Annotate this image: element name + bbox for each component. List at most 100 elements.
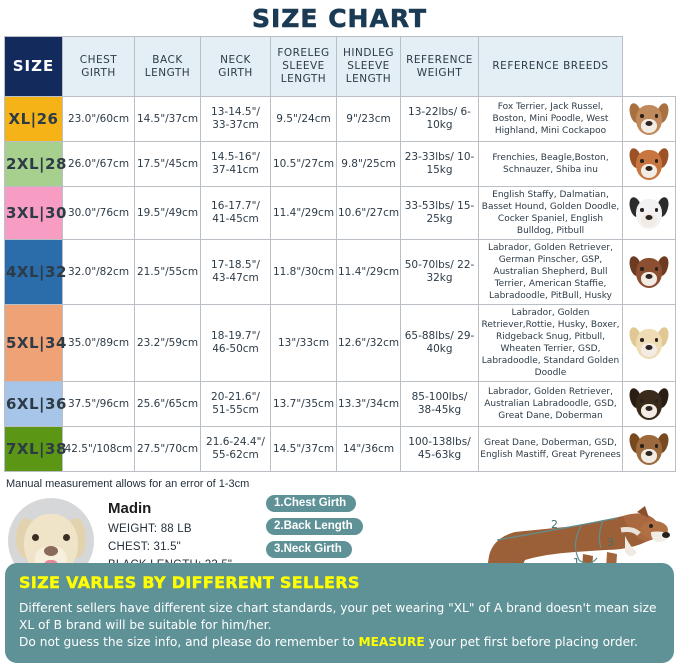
pet-weight: WEIGHT: 88 LB (108, 523, 192, 535)
header-size: SIZE (4, 36, 63, 97)
back-length-cell: 23.2"/59cm (134, 304, 201, 382)
back-length-cell: 17.5"/45cm (134, 141, 201, 187)
header-breed-image (622, 36, 676, 97)
table-row: 3XL|30 30.0"/76cm 19.5"/49cm 16-17.7"/ 41-4… (4, 186, 676, 240)
neck-girth-cell: 16-17.7"/ 41-45cm (200, 186, 271, 240)
dalmatian-icon (627, 193, 671, 233)
reference-breeds-cell: English Staffy, Dalmatian, Basset Hound,… (478, 186, 623, 240)
banner-line-1: Different sellers have different size ch… (19, 601, 657, 615)
legend-pill-3: 3.Neck Girth (266, 541, 352, 558)
hindleg-sleeve-cell: 12.6"/32cm (336, 304, 401, 382)
size-cell: 6XL|36 (4, 381, 66, 427)
avatar-eye-right-icon (63, 534, 70, 541)
banner-line-2: XL of B brand will be suitable for him/h… (19, 618, 272, 632)
neck-girth-cell: 21.6-24.4"/ 55-62cm (200, 426, 271, 472)
reference-weight-cell: 23-33lbs/ 10-15kg (400, 141, 479, 187)
chest-girth-cell: 37.5"/96cm (62, 381, 135, 427)
avatar-eye-left-icon (32, 534, 39, 541)
foreleg-sleeve-cell: 10.5"/27cm (270, 141, 337, 187)
reference-breeds-cell: Labrador, Golden Retriever,Rottie, Husky… (478, 304, 623, 382)
reference-weight-cell: 100-138lbs/ 45-63kg (400, 426, 479, 472)
neck-girth-cell: 18-19.7"/ 46-50cm (200, 304, 271, 382)
great-dane-icon (627, 429, 671, 469)
reference-breeds-cell: Labrador, Golden Retriever, German Pinsc… (478, 239, 623, 305)
size-chart-table: SIZE CHEST GIRTH BACK LENGTH NECK GIRTH … (4, 36, 676, 472)
foreleg-sleeve-cell: 11.8"/30cm (270, 239, 337, 305)
jack-russell-terrier-icon (627, 99, 671, 139)
header-back-length: BACK LENGTH (134, 36, 201, 97)
header-foreleg-sleeve-length: FORELEG SLEEVE LENGTH (270, 36, 337, 97)
foreleg-sleeve-cell: 14.5"/37cm (270, 426, 337, 472)
size-warning-banner: SIZE VARLES BY DIFFERENT SELLERS Differe… (5, 563, 674, 663)
reference-breeds-cell: Fox Terrier, Jack Russel, Boston, Mini P… (478, 96, 623, 142)
hindleg-sleeve-cell: 9"/23cm (336, 96, 401, 142)
avatar-nose-icon (44, 546, 58, 556)
breed-image-cell (622, 381, 676, 427)
reference-breeds-cell: Frenchies, Beagle,Boston, Schnauzer, Shi… (478, 141, 623, 187)
chest-girth-cell: 32.0"/82cm (62, 239, 135, 305)
pet-chest: CHEST: 31.5" (108, 541, 181, 553)
table-header-row: SIZE CHEST GIRTH BACK LENGTH NECK GIRTH … (4, 36, 676, 97)
chest-girth-cell: 42.5"/108cm (62, 426, 135, 472)
foreleg-sleeve-cell: 11.4"/29cm (270, 186, 337, 240)
breed-image-cell (622, 141, 676, 187)
breed-image-cell (622, 96, 676, 142)
chest-girth-cell: 35.0"/89cm (62, 304, 135, 382)
breed-image-cell (622, 426, 676, 472)
header-reference-breeds: REFERENCE BREEDS (478, 36, 623, 97)
back-length-cell: 27.5"/70cm (134, 426, 201, 472)
size-chart-table-container: SIZE CHEST GIRTH BACK LENGTH NECK GIRTH … (0, 36, 679, 472)
size-cell: 7XL|38 (4, 426, 66, 472)
foreleg-sleeve-cell: 9.5"/24cm (270, 96, 337, 142)
size-cell: 2XL|28 (4, 141, 66, 187)
size-cell: XL|26 (4, 96, 63, 142)
header-neck-girth: NECK GIRTH (200, 36, 271, 97)
german-shepherd-icon (627, 384, 671, 424)
hindleg-sleeve-cell: 9.8"/25cm (336, 141, 401, 187)
reference-breeds-cell: Labrador, Golden Retriever, Australian L… (478, 381, 623, 427)
foreleg-sleeve-cell: 13.7"/35cm (270, 381, 337, 427)
reference-breeds-cell: Great Dane, Doberman, GSD, English Masti… (478, 426, 623, 472)
diagram-marker-3: 3 (607, 536, 614, 549)
table-row: XL|26 23.0"/60cm 14.5"/37cm 13-14.5"/ 33-37… (4, 96, 676, 142)
banner-line-3-after: your pet first before placing order. (424, 635, 638, 649)
measurement-note: Manual measurement allows for an error o… (6, 478, 250, 490)
chest-girth-cell: 23.0"/60cm (62, 96, 135, 142)
hindleg-sleeve-cell: 10.6"/27cm (336, 186, 401, 240)
table-row: 7XL|38 42.5"/108cm 27.5"/70cm 21.6-24.4"/ 5… (4, 426, 676, 472)
reference-weight-cell: 85-100lbs/ 38-45kg (400, 381, 479, 427)
reference-weight-cell: 13-22lbs/ 6-10kg (400, 96, 479, 142)
back-length-cell: 14.5"/37cm (134, 96, 201, 142)
foreleg-sleeve-cell: 13"/33cm (270, 304, 337, 382)
table-row: 6XL|36 37.5"/96cm 25.6"/65cm 20-21.6"/ 51-5… (4, 381, 676, 427)
banner-body: Different sellers have different size ch… (19, 600, 660, 651)
header-hindleg-sleeve-length: HINDLEG SLEEVE LENGTH (336, 36, 401, 97)
diagram-marker-2: 2 (551, 518, 558, 531)
table-row: 4XL|32 32.0"/82cm 21.5"/55cm 17-18.5"/ 43-4… (4, 239, 676, 305)
chest-girth-cell: 30.0"/76cm (62, 186, 135, 240)
banner-heading: SIZE VARLES BY DIFFERENT SELLERS (19, 573, 360, 592)
reference-weight-cell: 50-70lbs/ 22-32kg (400, 239, 479, 305)
size-cell: 5XL|34 (4, 304, 66, 382)
table-row: 5XL|34 35.0"/89cm 23.2"/59cm 18-19.7"/ 46-5… (4, 304, 676, 382)
banner-line-3-before: Do not guess the size info, and please d… (19, 635, 359, 649)
back-length-cell: 19.5"/49cm (134, 186, 201, 240)
american-staffordshire-terrier-icon (627, 252, 671, 292)
chest-girth-cell: 26.0"/67cm (62, 141, 135, 187)
neck-girth-cell: 13-14.5"/ 33-37cm (200, 96, 271, 142)
legend-pill-1: 1.Chest Girth (266, 495, 357, 512)
size-cell: 3XL|30 (4, 186, 66, 240)
back-length-cell: 21.5"/55cm (134, 239, 201, 305)
pet-name: Madin (108, 500, 152, 517)
header-chest-girth: CHEST GIRTH (62, 36, 135, 97)
diagram-marker-1: 1 (573, 556, 580, 569)
size-chart-body: XL|26 23.0"/60cm 14.5"/37cm 13-14.5"/ 33-37… (4, 96, 676, 472)
breed-image-cell (622, 186, 676, 240)
hindleg-sleeve-cell: 11.4"/29cm (336, 239, 401, 305)
breed-image-cell (622, 239, 676, 305)
banner-measure-highlight: MEASURE (358, 635, 425, 649)
neck-girth-cell: 17-18.5"/ 43-47cm (200, 239, 271, 305)
table-row: 2XL|28 26.0"/67cm 17.5"/45cm 14.5-16"/ 37-4… (4, 141, 676, 187)
reference-weight-cell: 33-53lbs/ 15-25kg (400, 186, 479, 240)
legend-pill-2: 2.Back Length (266, 518, 363, 535)
